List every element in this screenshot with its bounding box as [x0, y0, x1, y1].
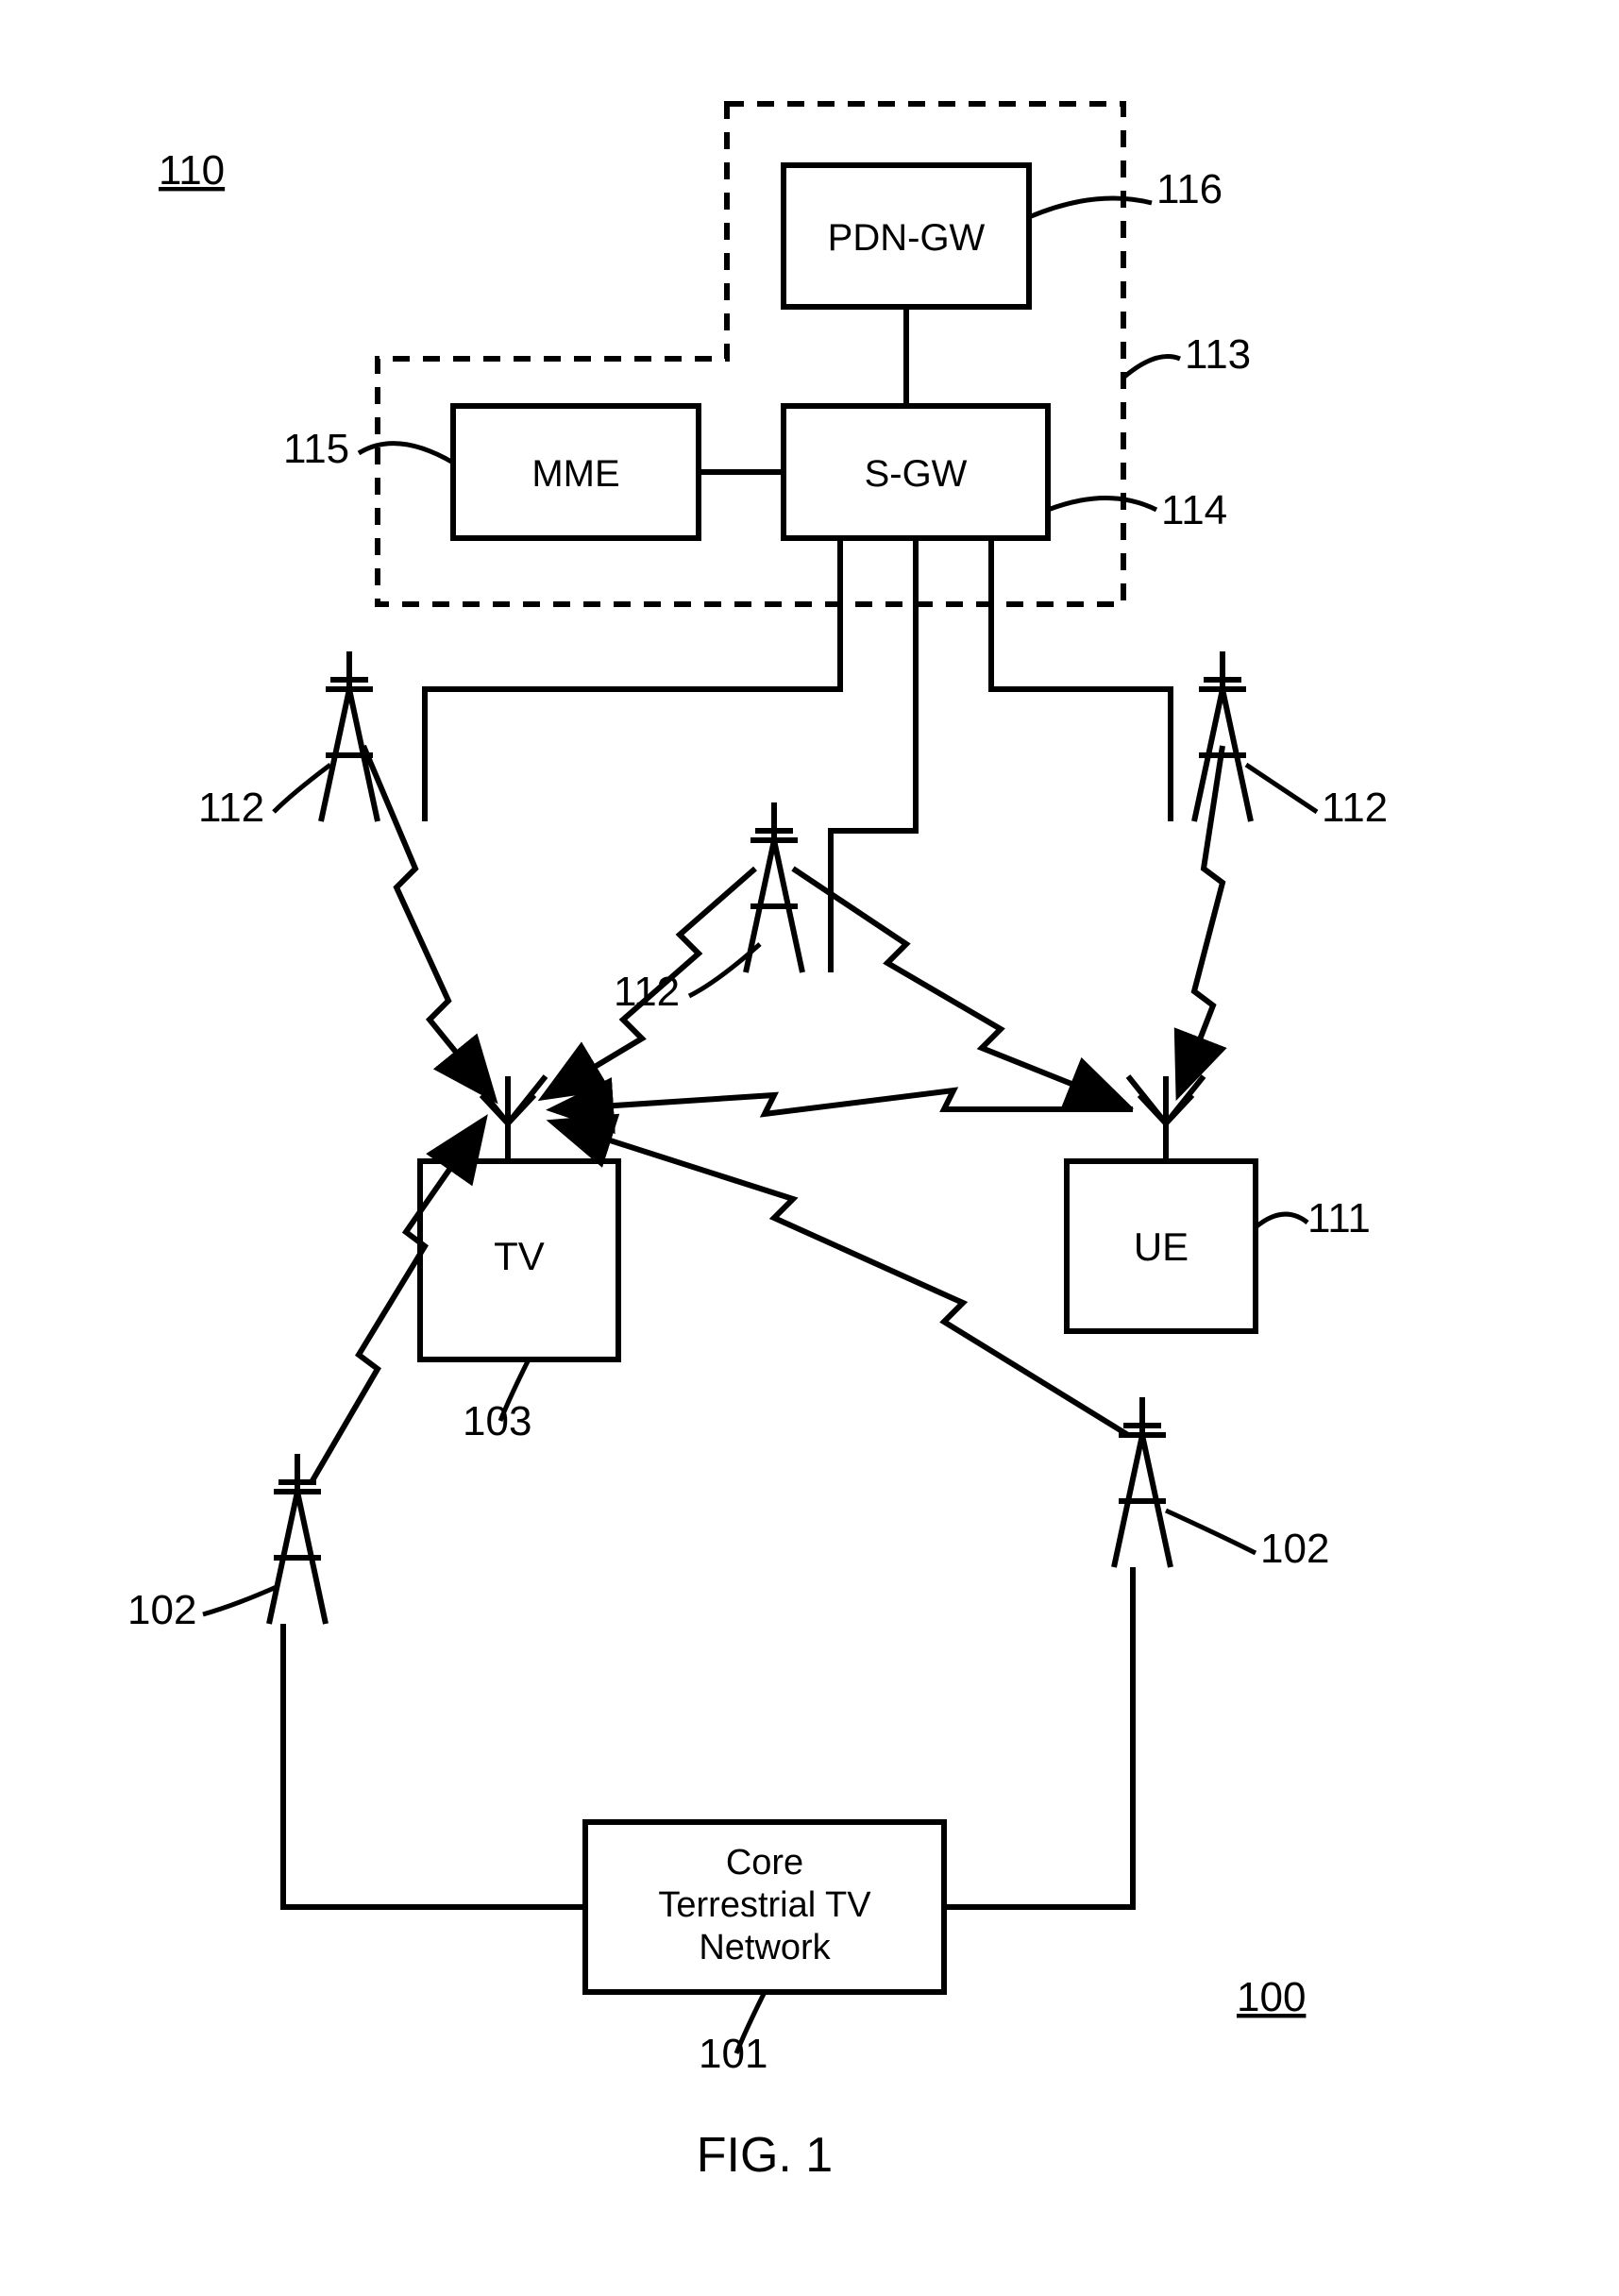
ref-113: 113 [1185, 331, 1251, 378]
ref-102-left: 102 [127, 1587, 196, 1633]
edge-sgw-center-tower [831, 538, 916, 972]
node-core-label-1: Core [726, 1843, 803, 1882]
ref-100: 100 [1237, 1974, 1306, 2020]
ref-112-left: 112 [198, 785, 264, 831]
ref-112-center: 112 [614, 969, 680, 1015]
ref-111: 111 [1307, 1195, 1371, 1241]
ref-101: 101 [699, 2031, 767, 2077]
ref-110: 110 [159, 147, 225, 194]
antenna-ue [1128, 1076, 1204, 1161]
signal-arrows [312, 746, 1223, 1482]
node-core-label-2: Terrestrial TV [658, 1885, 871, 1925]
tower-112-left [321, 651, 378, 821]
ref-112-right: 112 [1322, 785, 1388, 831]
edge-sgw-right-tower [991, 538, 1171, 821]
edge-core-right-tower [944, 1567, 1133, 1907]
tower-102-right [1114, 1397, 1171, 1567]
tower-112-right [1194, 651, 1251, 821]
node-s-gw-label: S-GW [865, 453, 968, 495]
node-pdn-gw-label: PDN-GW [828, 217, 986, 259]
node-ue-label: UE [1134, 1224, 1189, 1269]
ref-labels: 110 116 113 115 114 112 112 112 111 103 … [127, 147, 1388, 2077]
tower-102-left [269, 1454, 326, 1624]
ref-114: 114 [1161, 487, 1227, 533]
node-mme-label: MME [531, 453, 619, 495]
edge-sgw-left-tower [425, 538, 840, 821]
ref-116: 116 [1156, 166, 1223, 212]
figure-title: FIG. 1 [697, 2128, 833, 2183]
antenna-tv [470, 1076, 546, 1161]
figure-canvas: PDN-GW MME S-GW Core Terrestrial TV Netw… [0, 0, 1619, 2296]
node-tv-label: TV [494, 1234, 545, 1278]
ref-103: 103 [463, 1398, 531, 1444]
ref-leaders [203, 198, 1317, 2053]
ref-115: 115 [283, 426, 349, 472]
edge-core-left-tower [283, 1624, 585, 1907]
node-core-label-3: Network [699, 1928, 831, 1967]
ref-102-right: 102 [1260, 1526, 1329, 1572]
